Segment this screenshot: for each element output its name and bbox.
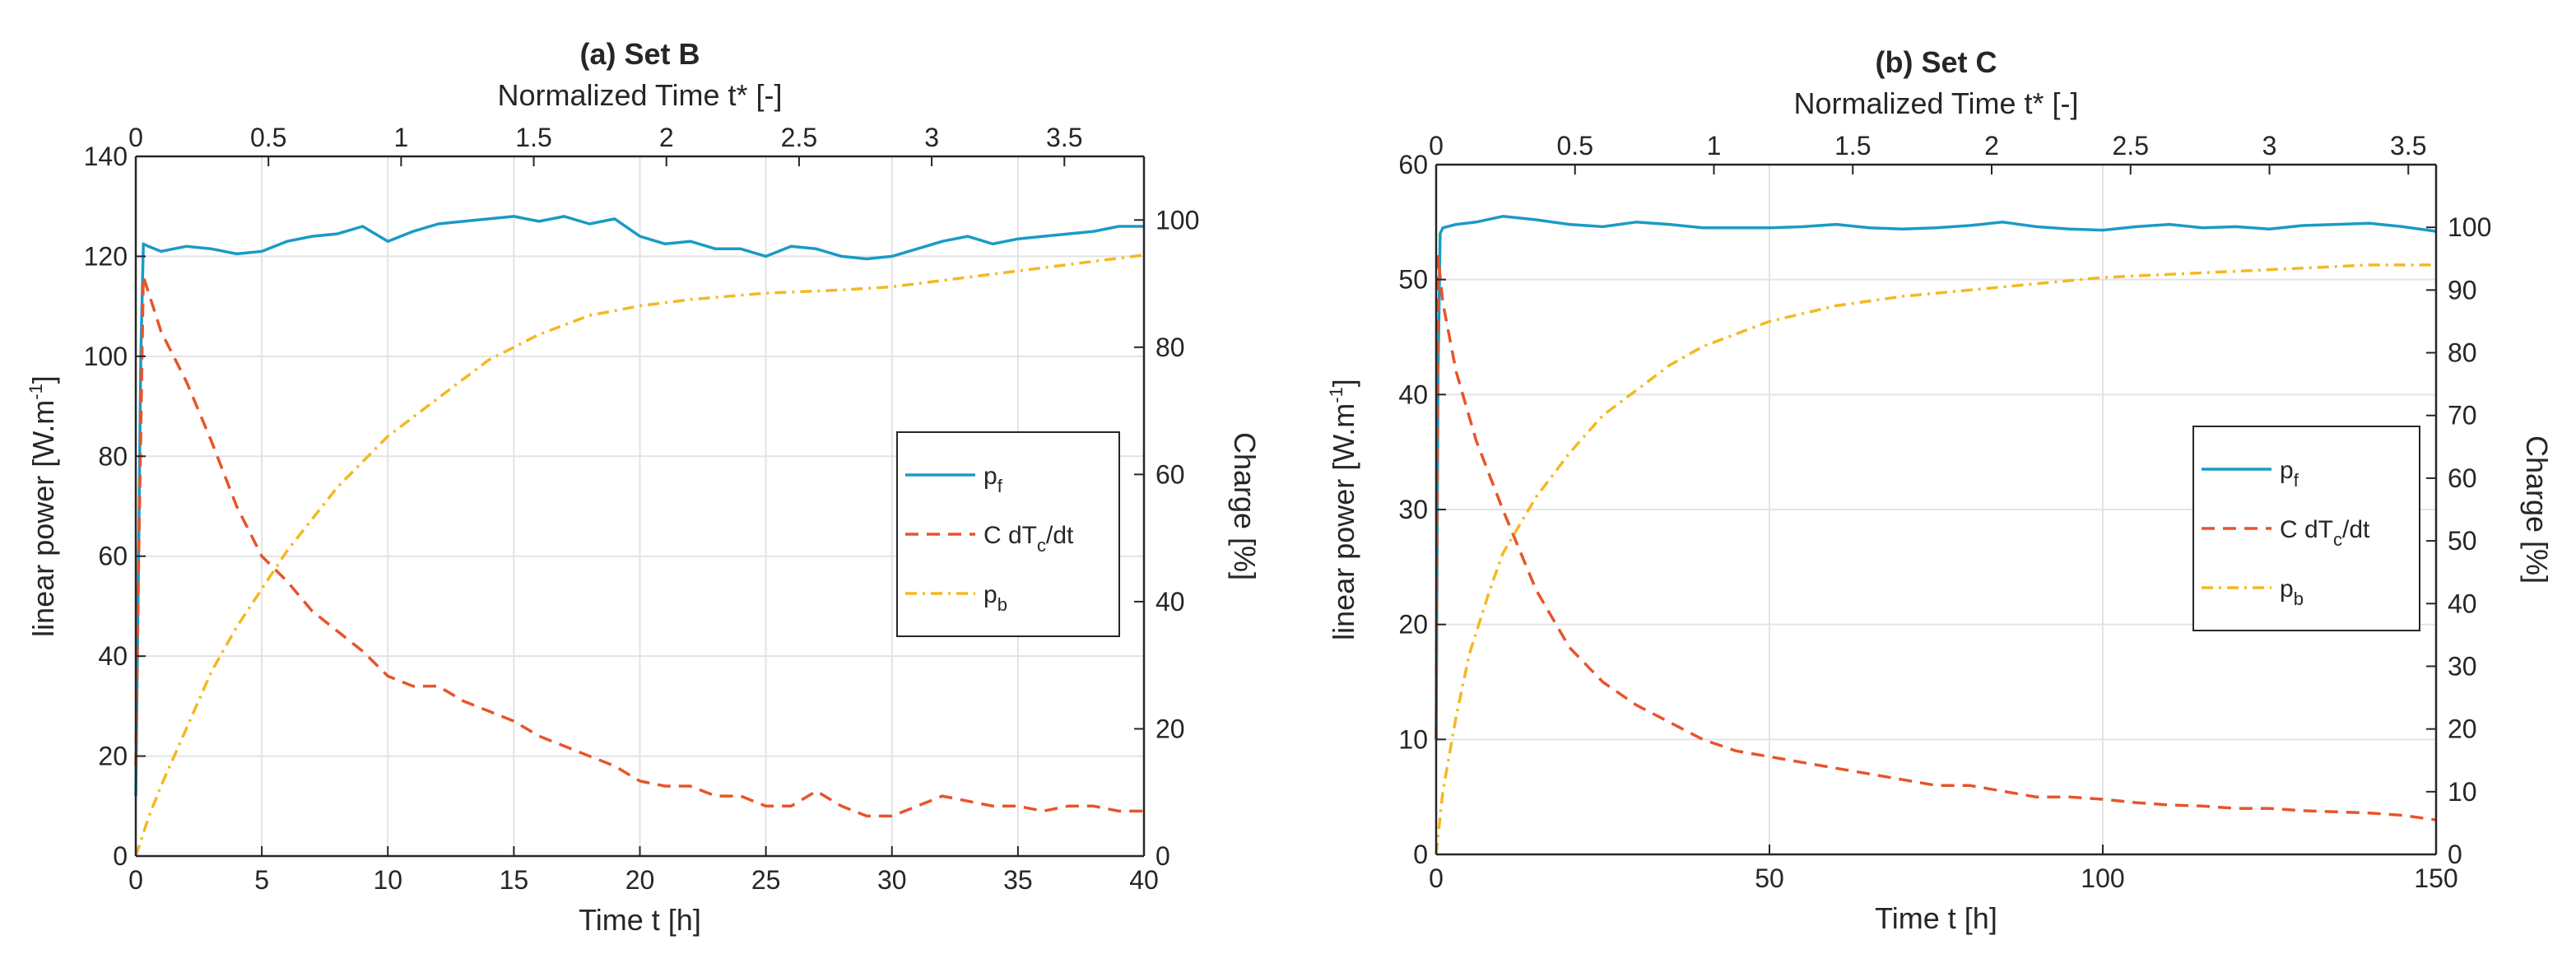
y2-tick-label: 100 (2448, 212, 2491, 242)
y-tick-label: 140 (84, 142, 128, 171)
y-tick-label: 0 (113, 841, 128, 871)
y2-tick-label: 60 (2448, 463, 2477, 493)
y2-tick-label: 80 (1155, 333, 1185, 362)
x2-tick-label: 0 (128, 123, 143, 152)
x2-tick-label: 0.5 (1557, 131, 1593, 161)
y-tick-label: 30 (1398, 495, 1428, 524)
x2-tick-label: 0.5 (250, 123, 286, 152)
y2-tick-label: 40 (1155, 587, 1185, 617)
x2-tick-label: 3.5 (2390, 131, 2426, 161)
x-tick-label: 40 (1129, 865, 1159, 895)
x-tick-label: 0 (128, 865, 143, 895)
x-tick-label: 15 (500, 865, 529, 895)
y2-tick-label: 0 (1155, 841, 1170, 871)
y2-axis-label: Charge [%] (1228, 432, 1262, 580)
y2-tick-label: 0 (2448, 840, 2462, 869)
x-tick-label: 10 (373, 865, 402, 895)
x2-tick-label: 2 (659, 123, 674, 152)
y2-tick-label: 70 (2448, 401, 2477, 430)
x-tick-label: 50 (1755, 863, 1784, 893)
legend-label-2: pb (2280, 575, 2304, 609)
x-tick-label: 100 (2081, 863, 2124, 893)
legend-label-1: C dTc/dt (2280, 516, 2370, 550)
y-tick-label: 80 (98, 441, 128, 471)
y2-tick-label: 30 (2448, 651, 2477, 681)
x2-tick-label: 2.5 (2113, 131, 2149, 161)
y-tick-label: 50 (1398, 265, 1428, 295)
y-tick-label: 100 (84, 342, 128, 371)
y2-tick-label: 10 (2448, 777, 2477, 807)
y-axis-label: linear power [W.m-1] (1326, 379, 1360, 640)
x-tick-label: 150 (2414, 863, 2457, 893)
y-tick-label: 40 (1398, 379, 1428, 409)
y-tick-label: 40 (98, 641, 128, 671)
y-axis-label: linear power [W.m-1] (26, 375, 60, 637)
x2-axis-label: Normalized Time t* [-] (1793, 86, 2078, 120)
x2-tick-label: 3 (924, 123, 939, 152)
series-line-1 (134, 274, 1144, 818)
series-line-2 (1434, 263, 2436, 855)
chart-title: (b) Set C (1876, 45, 1997, 79)
series-line-1 (1434, 254, 2437, 821)
x2-tick-label: 2 (1984, 131, 1999, 161)
y-tick-label: 0 (1413, 840, 1428, 869)
y2-tick-label: 50 (2448, 526, 2477, 556)
x2-axis-label: Normalized Time t* [-] (497, 78, 782, 112)
legend: pf C dTc/dt pb (896, 431, 1120, 637)
x2-tick-label: 3 (2262, 131, 2277, 161)
x-tick-label: 20 (625, 865, 655, 895)
y2-tick-label: 40 (2448, 589, 2477, 618)
x2-tick-label: 0 (1429, 131, 1444, 161)
y-tick-label: 20 (98, 742, 128, 771)
chart-title: (a) Set B (579, 37, 700, 71)
x-tick-label: 0 (1429, 863, 1444, 893)
y-tick-label: 120 (84, 241, 128, 271)
series-line-0 (1434, 215, 2437, 740)
legend-label-1: C dTc/dt (983, 522, 1074, 556)
y2-tick-label: 80 (2448, 338, 2477, 368)
y2-tick-label: 100 (1155, 205, 1199, 235)
legend-label-0: pf (983, 463, 1003, 496)
x-tick-label: 5 (254, 865, 269, 895)
chart-panel-a: 0 5 10 15 20 25 30 35 400 0.5 1 1.5 2 2.5 3 3.502040608… (26, 37, 1262, 937)
x-tick-label: 25 (751, 865, 781, 895)
y2-tick-label: 60 (1155, 459, 1185, 489)
x2-tick-label: 1.5 (1834, 131, 1871, 161)
y2-tick-label: 20 (2448, 714, 2477, 744)
y-tick-label: 60 (98, 542, 128, 571)
y-tick-label: 60 (1398, 150, 1428, 179)
x-axis-label: Time t [h] (579, 903, 701, 937)
x-axis-label: Time t [h] (1875, 901, 1997, 935)
x2-tick-label: 3.5 (1046, 123, 1082, 152)
legend-label-0: pf (2280, 457, 2299, 491)
y-tick-label: 10 (1398, 724, 1428, 754)
x-tick-label: 35 (1003, 865, 1033, 895)
y-tick-label: 20 (1398, 610, 1428, 640)
y2-tick-label: 90 (2448, 275, 2477, 305)
legend-label-2: pb (983, 581, 1007, 615)
x2-tick-label: 1 (393, 123, 408, 152)
legend: pf C dTc/dt pb (2192, 426, 2420, 631)
x-tick-label: 30 (877, 865, 907, 895)
x2-tick-label: 1 (1707, 131, 1722, 161)
series-line-0 (134, 215, 1144, 797)
y2-axis-label: Charge [%] (2520, 435, 2554, 584)
x2-tick-label: 2.5 (781, 123, 817, 152)
x2-tick-label: 1.5 (515, 123, 551, 152)
y2-tick-label: 20 (1155, 714, 1185, 743)
